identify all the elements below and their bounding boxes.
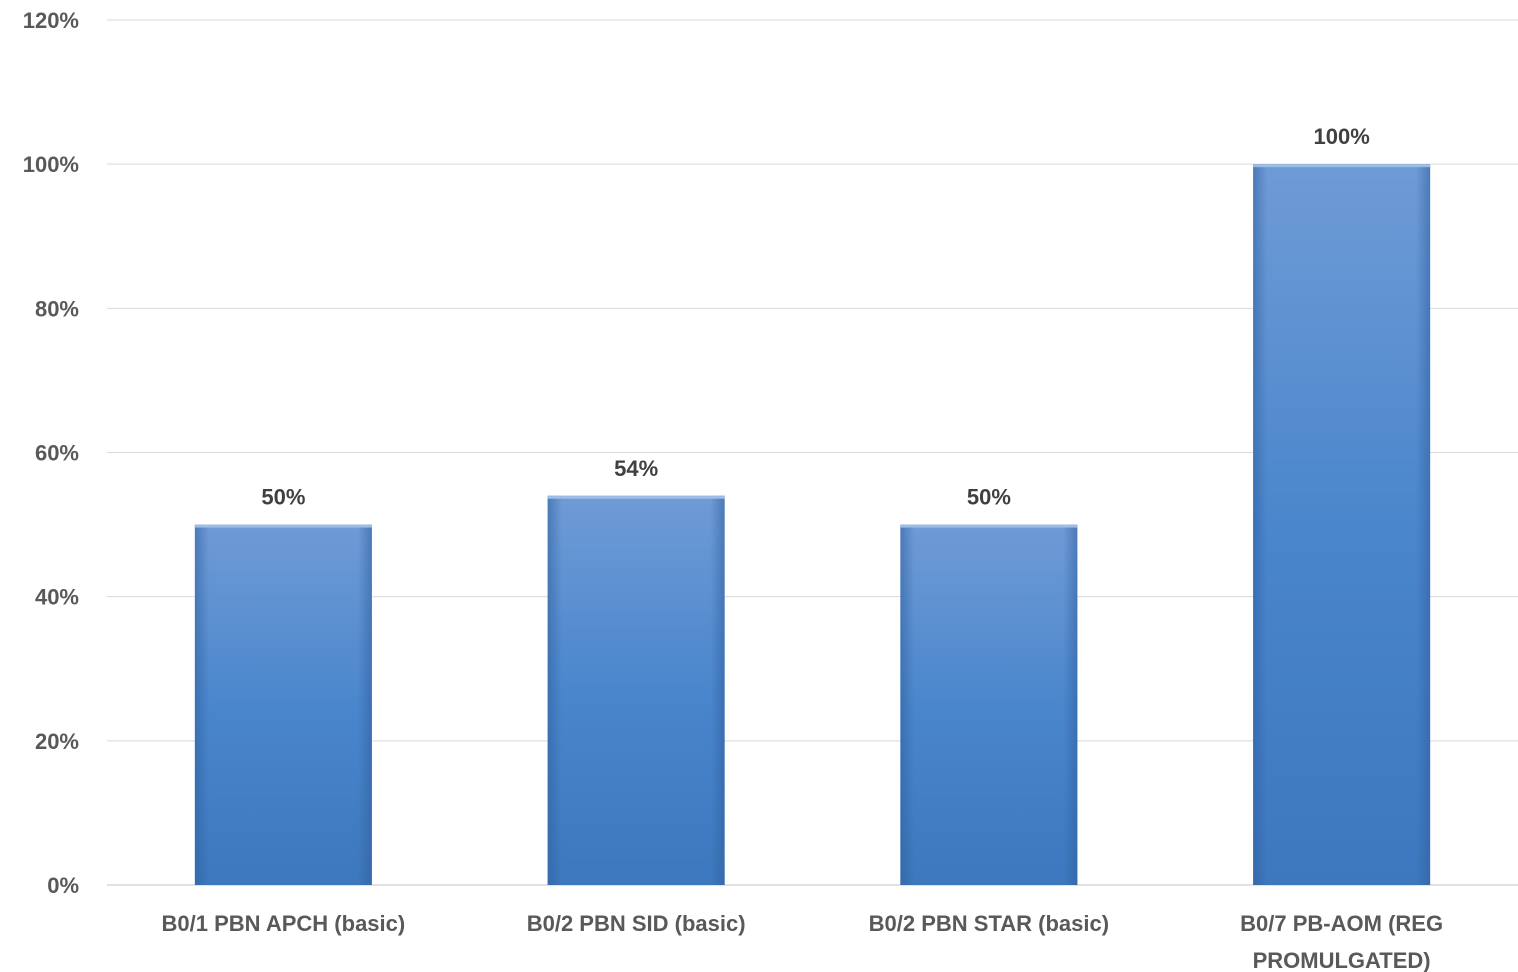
y-tick-label: 0% — [47, 873, 79, 898]
bars — [195, 164, 1430, 885]
category-label: B0/2 PBN STAR (basic) — [869, 911, 1109, 936]
bar — [1253, 164, 1430, 885]
y-tick-label: 80% — [35, 296, 79, 321]
y-tick-label: 60% — [35, 441, 79, 466]
data-label: 50% — [967, 485, 1011, 510]
category-label: B0/2 PBN SID (basic) — [527, 911, 746, 936]
category-label: B0/7 PB-AOM (REG — [1240, 911, 1443, 936]
data-label: 100% — [1313, 124, 1369, 149]
y-tick-label: 120% — [23, 8, 79, 33]
x-axis-categories: B0/1 PBN APCH (basic) B0/2 PBN SID (basic… — [162, 911, 1444, 972]
y-tick-label: 100% — [23, 152, 79, 177]
y-tick-label: 20% — [35, 729, 79, 754]
bar — [195, 525, 372, 885]
data-label: 50% — [261, 485, 305, 510]
data-labels: 50% 54% 50% 100% — [261, 124, 1369, 509]
data-label: 54% — [614, 456, 658, 481]
category-label: B0/1 PBN APCH (basic) — [162, 911, 406, 936]
category-label: PROMULGATED) — [1253, 948, 1431, 972]
bar — [900, 525, 1077, 885]
bar — [548, 496, 725, 885]
y-tick-label: 40% — [35, 585, 79, 610]
y-axis-ticks: 0% 20% 40% 60% 80% 100% 120% — [23, 8, 79, 898]
